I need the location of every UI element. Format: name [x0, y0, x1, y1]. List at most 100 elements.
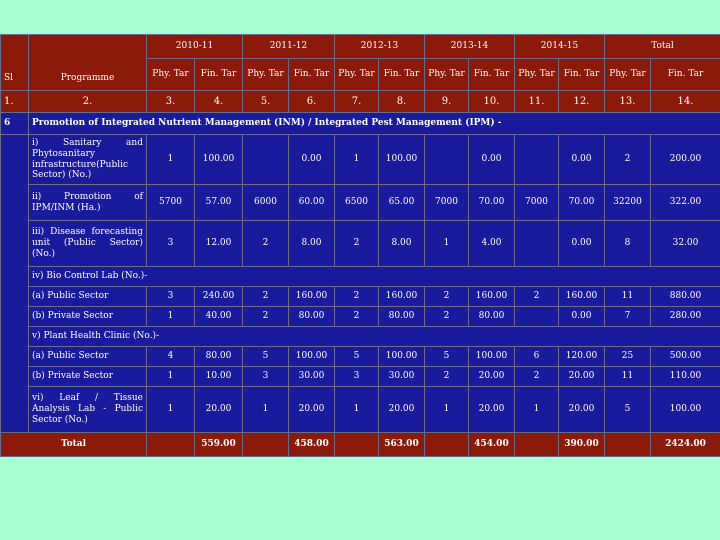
year-header: 2014-15 [514, 34, 605, 59]
value-cell: 1 [146, 386, 195, 433]
value-cell: 57.00 [194, 184, 243, 221]
programme-cell: (a) Public Sector [28, 286, 147, 307]
value-cell: 20.00 [378, 386, 425, 433]
table-row: iii) Disease forecasting unit (Public Se… [1, 220, 720, 267]
year-header: 2012-13 [334, 34, 425, 59]
value-cell: 160.00 [558, 286, 605, 307]
programme-cell: ii) Promotion of IPM/INM (Ha.) [28, 184, 147, 221]
value-cell: 100.00 [378, 134, 425, 185]
programme-cell: i) Sanitary and Phytosanitary infrastruc… [28, 134, 147, 185]
value-cell: 2 [334, 220, 379, 267]
value-cell: 1 [424, 220, 469, 267]
header-year-row: Sl Programme 2010-11 2011-12 2012-13 2013-14 2… [0, 34, 720, 91]
value-cell: 3 [334, 366, 379, 387]
value-cell: 240.00 [194, 286, 243, 307]
value-cell: 100.00 [288, 346, 335, 367]
value-cell: 1 [424, 386, 469, 433]
value-cell [514, 220, 559, 267]
value-cell: 20.00 [558, 386, 605, 433]
column-number: 11. [514, 90, 559, 113]
value-cell: 1 [242, 386, 289, 433]
programme-cell: (b) Private Sector [28, 366, 147, 387]
value-cell: 8 [604, 220, 651, 267]
value-cell: 10.00 [194, 366, 243, 387]
column-number: 14. [650, 90, 720, 113]
value-cell: 2 [334, 306, 379, 327]
programme-cell: iii) Disease forecasting unit (Public Se… [28, 220, 147, 267]
total-value: 458.00 [288, 432, 335, 457]
value-cell: 20.00 [468, 386, 515, 433]
target-type-header: Fin. Tar [288, 58, 335, 91]
total-value: 454.00 [468, 432, 515, 457]
value-cell: 3 [146, 286, 195, 307]
subsection-title: v) Plant Health Clinic (No.)- [28, 326, 720, 347]
value-cell: 100.00 [378, 346, 425, 367]
year-header: 2011-12 [242, 34, 335, 59]
subsection-row: v) Plant Health Clinic (No.)- [1, 326, 720, 347]
year-header: Total [604, 34, 720, 59]
value-cell: 2 [514, 366, 559, 387]
column-number: 4. [194, 90, 243, 113]
value-cell: 100.00 [468, 346, 515, 367]
value-cell: 1 [146, 306, 195, 327]
table-row: (a) Public Sector 3 240.00 2 160.00 2 160.00 2 1… [1, 286, 720, 307]
value-cell: 0.00 [468, 134, 515, 185]
column-number: 5. [242, 90, 289, 113]
target-type-header: Fin. Tar [378, 58, 425, 91]
value-cell: 500.00 [650, 346, 720, 367]
value-cell: 60.00 [288, 184, 335, 221]
value-cell: 8.00 [378, 220, 425, 267]
value-cell: 20.00 [558, 366, 605, 387]
target-type-header: Phy. Tar [514, 58, 559, 91]
value-cell: 32200 [604, 184, 651, 221]
total-value [242, 432, 289, 457]
total-value [334, 432, 379, 457]
value-cell [424, 134, 469, 185]
subsection-row: iv) Bio Control Lab (No.)- [1, 266, 720, 287]
value-cell: 7000 [514, 184, 559, 221]
target-type-header: Fin. Tar [468, 58, 515, 91]
column-number: 13. [604, 90, 651, 113]
column-number: 10. [468, 90, 515, 113]
value-cell: 20.00 [468, 366, 515, 387]
target-type-header: Fin. Tar [558, 58, 605, 91]
value-cell: 880.00 [650, 286, 720, 307]
value-cell [514, 306, 559, 327]
value-cell: 0.00 [558, 306, 605, 327]
target-type-header: Phy. Tar [242, 58, 289, 91]
column-number-row: 1. 2. 3. 4. 5. 6. 7. 8. 9. 10. 11. 12. 13. 14. [0, 90, 720, 113]
section-sl: 6 [0, 112, 29, 135]
value-cell: 80.00 [378, 306, 425, 327]
value-cell: 30.00 [288, 366, 335, 387]
total-value [514, 432, 559, 457]
target-type-header: Fin. Tar [194, 58, 243, 91]
value-cell: 200.00 [650, 134, 720, 185]
section-title: Promotion of Integrated Nutrient Managem… [28, 112, 720, 135]
targets-table: Sl Programme 2010-11 2011-12 2012-13 2013-14 2… [0, 34, 720, 457]
value-cell [242, 134, 289, 185]
value-cell: 11 [604, 286, 651, 307]
sl-gutter [0, 134, 29, 433]
value-cell: 30.00 [378, 366, 425, 387]
value-cell: 322.00 [650, 184, 720, 221]
value-cell: 160.00 [288, 286, 335, 307]
value-cell: 120.00 [558, 346, 605, 367]
value-cell: 2 [242, 306, 289, 327]
value-cell: 0.00 [288, 134, 335, 185]
programme-cell: (b) Private Sector [28, 306, 147, 327]
value-cell: 2 [242, 220, 289, 267]
target-type-header: Fin. Tar [650, 58, 720, 91]
value-cell: 7 [604, 306, 651, 327]
value-cell: 70.00 [558, 184, 605, 221]
total-value: 563.00 [378, 432, 425, 457]
target-type-header: Phy. Tar [604, 58, 651, 91]
subsection-title: iv) Bio Control Lab (No.)- [28, 266, 720, 287]
value-cell: 11 [604, 366, 651, 387]
value-cell: 5 [334, 346, 379, 367]
table-row: (a) Public Sector 4 80.00 5 100.00 5 100.00 5 10… [1, 346, 720, 367]
total-label: Total [0, 432, 147, 457]
value-cell: 25 [604, 346, 651, 367]
value-cell: 0.00 [558, 220, 605, 267]
value-cell: 4 [146, 346, 195, 367]
value-cell: 12.00 [194, 220, 243, 267]
